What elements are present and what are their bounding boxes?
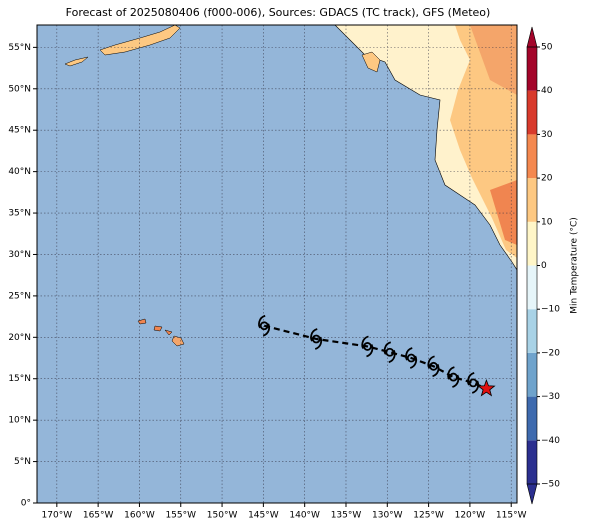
title: Forecast of 2025080406 (f000-006), Sourc… <box>66 6 491 19</box>
y-tick-label: 35°N <box>8 209 31 219</box>
colorbar-band <box>527 90 537 135</box>
x-tick-label: 165°W <box>83 511 114 521</box>
x-tick-label: 115°W <box>496 511 527 521</box>
current-position <box>477 379 496 397</box>
storm-symbol <box>427 355 440 378</box>
y-tick-label: 40°N <box>8 167 31 177</box>
alaska-peninsula <box>99 25 181 56</box>
x-tick-label: 130°W <box>372 511 403 521</box>
map-frame <box>36 24 518 504</box>
storm-symbol <box>361 335 374 358</box>
track-line <box>263 324 487 390</box>
colorbar-tick-label: −20 <box>541 348 560 358</box>
colorbar-extend <box>526 26 538 48</box>
y-tick-label: 45°N <box>8 126 31 136</box>
storm-symbol <box>467 372 480 394</box>
colorbar-band <box>527 265 537 310</box>
y-tick-label: 0° <box>21 499 31 509</box>
colorbar-tick-label: 30 <box>541 130 553 140</box>
colorbar-label: Min Temperature (°C) <box>570 217 580 314</box>
y-tick-label: 5°N <box>14 457 31 467</box>
ocean <box>37 25 517 503</box>
colorbar-tick-label: 0 <box>541 261 547 271</box>
x-tick-label: 135°W <box>331 511 362 521</box>
x-tick-label: 140°W <box>289 511 320 521</box>
colorbar-band <box>527 221 537 266</box>
hot-region <box>490 180 517 245</box>
x-tick-label: 150°W <box>207 511 238 521</box>
y-tick-label: 15°N <box>8 374 31 384</box>
land <box>64 25 517 347</box>
colorbar-tick-label: 10 <box>541 217 553 227</box>
colorbar-tick-label: −40 <box>541 436 560 446</box>
x-tick-label: 155°W <box>165 511 196 521</box>
colorbar-band <box>527 352 537 397</box>
colorbar-band <box>527 440 537 484</box>
hawaii-island <box>164 329 173 336</box>
island <box>361 51 381 73</box>
colorbar-band <box>527 396 537 441</box>
x-tick-label: 125°W <box>413 511 444 521</box>
x-tick-label: 160°W <box>124 511 155 521</box>
colorbar-band <box>527 134 537 179</box>
storm-symbol <box>310 328 323 350</box>
y-tick-label: 30°N <box>8 250 31 260</box>
x-tick-label: 120°W <box>455 511 486 521</box>
y-tick-label: 20°N <box>8 333 31 343</box>
warm-region <box>470 25 517 95</box>
colorbar-tick-label: 20 <box>541 174 553 184</box>
colorbar-extend <box>526 483 538 505</box>
storm-symbol <box>405 347 418 369</box>
colorbar-tick-label: −30 <box>541 392 560 402</box>
colorbar-band <box>527 309 537 353</box>
colorbar-band <box>527 47 537 91</box>
y-tick-label: 10°N <box>8 416 31 426</box>
storm-symbol <box>258 314 271 337</box>
x-tick-label: 170°W <box>42 511 73 521</box>
y-tick-label: 50°N <box>8 84 31 94</box>
storm-symbol <box>447 366 460 388</box>
y-tick-label: 55°N <box>8 43 31 53</box>
hawaii-island <box>153 325 163 332</box>
colorbar-tick-label: −10 <box>541 305 560 315</box>
colorbar-tick-label: 50 <box>541 43 553 53</box>
colorbar-tick-label: 40 <box>541 86 553 96</box>
x-tick-label: 145°W <box>248 511 279 521</box>
y-tick-label: 25°N <box>8 291 31 301</box>
storm-symbol <box>383 341 396 364</box>
colorbar-band <box>527 178 537 222</box>
colorbar-tick-label: −50 <box>541 480 560 490</box>
aleutians <box>64 56 89 67</box>
